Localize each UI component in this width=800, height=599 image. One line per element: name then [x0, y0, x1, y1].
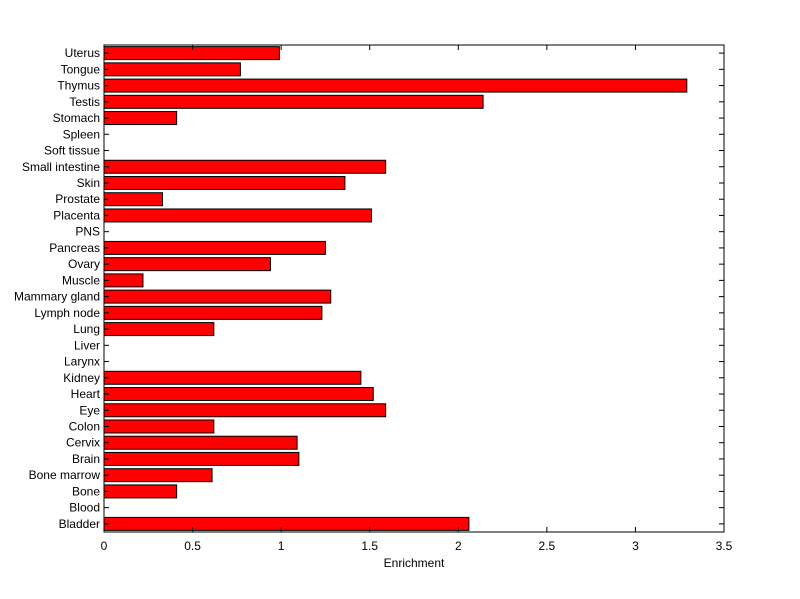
x-tick-label: 3.5 [716, 539, 733, 553]
y-tick-label: Placenta [53, 208, 100, 222]
y-tick-label: Spleen [63, 127, 100, 141]
y-axis-ticks: Bladder Blood Bone Bone marrow Brain Cervix Co… [14, 46, 724, 531]
y-tick-label: Larynx [64, 355, 100, 369]
bar-placenta [103, 208, 372, 223]
bar-mammary-gland [103, 289, 332, 304]
y-tick-label: Bone marrow [29, 468, 101, 482]
y-tick-label: Bladder [59, 517, 100, 531]
y-tick-label: Blood [69, 501, 100, 515]
x-tick-label: 0.5 [184, 539, 201, 553]
bar-small-intestine [103, 159, 387, 174]
bar-eye [103, 403, 387, 418]
y-tick-label: Testis [69, 95, 100, 109]
y-tick-label: Stomach [53, 111, 100, 125]
plot-frame [103, 44, 725, 533]
y-tick-label: Small intestine [22, 160, 100, 174]
y-tick-label: Mammary gland [14, 290, 100, 304]
y-tick-label: Heart [71, 387, 101, 401]
bar-brain [103, 451, 300, 466]
y-tick-label: Kidney [63, 371, 100, 385]
bar-kidney [103, 370, 362, 385]
bar-tongue [103, 62, 241, 77]
y-tick-label: Thymus [57, 79, 100, 93]
y-tick-label: Uterus [65, 46, 100, 60]
y-tick-label: Muscle [62, 273, 100, 287]
bar-lymph-node [103, 305, 323, 320]
bar-ovary [103, 257, 272, 272]
bar-stomach [103, 111, 178, 126]
y-tick-label: Liver [74, 338, 100, 352]
y-tick-label: Pancreas [49, 241, 100, 255]
bar-pancreas [103, 240, 326, 255]
x-tick-label: 2.5 [539, 539, 556, 553]
bar-testis [103, 94, 484, 109]
y-tick-label: Brain [72, 452, 100, 466]
y-tick-label: Skin [77, 176, 100, 190]
plot-area [104, 45, 724, 532]
x-tick-label: 2 [455, 539, 462, 553]
y-tick-label: Bone [72, 484, 100, 498]
x-tick-label: 1.5 [361, 539, 378, 553]
x-tick-label: 1 [278, 539, 285, 553]
y-tick-label: Lung [73, 322, 100, 336]
y-tick-label: Prostate [55, 192, 100, 206]
y-tick-label: Lymph node [34, 306, 100, 320]
bar-muscle [103, 273, 144, 288]
bar-prostate [103, 192, 163, 207]
bar-skin [103, 175, 346, 190]
bar-cervix [103, 435, 298, 450]
y-tick-label: Ovary [68, 257, 100, 271]
y-tick-label: Soft tissue [44, 144, 100, 158]
y-tick-label: PNS [75, 225, 100, 239]
x-axis-ticks: 0 0.5 1 1.5 2 2.5 3 3.5 [101, 45, 733, 553]
bar-bladder [103, 516, 470, 531]
y-tick-label: Tongue [61, 62, 101, 76]
y-tick-label: Colon [69, 419, 100, 433]
bar-bone-marrow [103, 468, 213, 483]
y-tick-label: Cervix [66, 436, 100, 450]
bar-colon [103, 419, 215, 434]
y-tick-label: Eye [79, 403, 100, 417]
x-tick-label: 3 [632, 539, 639, 553]
bar-bone [103, 484, 178, 499]
bar-thymus [103, 78, 688, 93]
x-tick-label: 0 [101, 539, 108, 553]
bar-heart [103, 387, 374, 402]
bar-lung [103, 322, 215, 337]
bar-uterus [103, 46, 280, 61]
x-axis-label: Enrichment [384, 556, 445, 570]
